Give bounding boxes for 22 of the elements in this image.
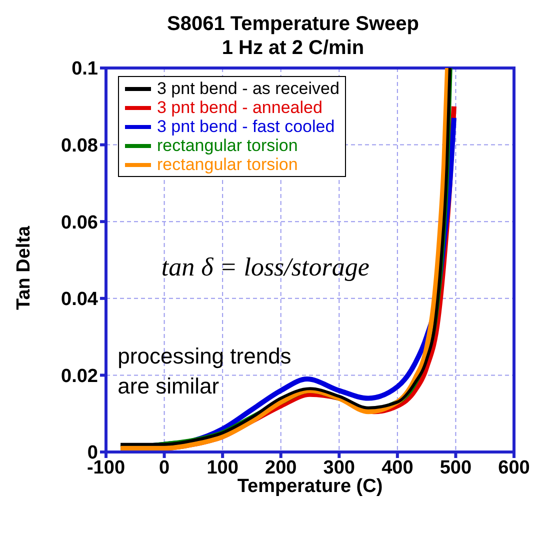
legend-label: 3 pnt bend - annealed <box>157 98 322 117</box>
legend-label: 3 pnt bend - fast cooled <box>157 117 335 136</box>
legend-label: rectangular torsion <box>157 155 298 174</box>
x-tick-label: 300 <box>323 457 355 478</box>
y-tick-label: 0.1 <box>72 58 98 80</box>
x-tick-label: 400 <box>382 457 414 478</box>
x-axis-title: Temperature (C) <box>237 476 383 497</box>
x-tick-label: 500 <box>440 457 472 478</box>
legend-label: rectangular torsion <box>157 136 298 155</box>
x-tick-label: 600 <box>498 457 530 478</box>
x-tick-label: 200 <box>265 457 297 478</box>
y-tick-label: 0.06 <box>61 212 98 234</box>
x-tick-label: 100 <box>206 457 238 478</box>
y-tick-label: 0.04 <box>61 289 98 310</box>
x-tick-label: 0 <box>158 457 170 478</box>
y-tick-label: 0.08 <box>61 136 98 157</box>
legend-label: 3 pnt bend - as received <box>157 79 340 98</box>
annotation: tan δ = loss/storage <box>161 252 370 282</box>
annotation: processing trends are similar <box>118 344 292 399</box>
chart-title: S8061 Temperature Sweep 1 Hz at 2 C/min <box>167 13 419 59</box>
y-axis-title: Tan Delta <box>14 225 35 310</box>
y-tick-label: 0.02 <box>61 366 98 387</box>
